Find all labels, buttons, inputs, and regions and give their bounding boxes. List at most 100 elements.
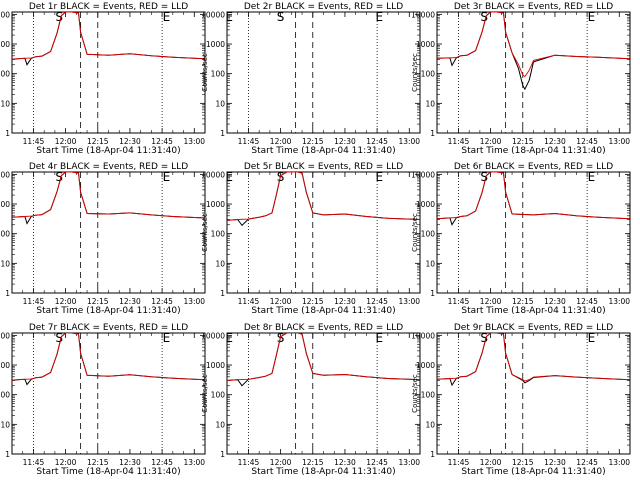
x-tick-label: 11:45 [238,297,260,306]
panel-title: Det 4r BLACK = Events, RED = LLD [29,162,188,172]
y-tick-label: 10 [425,259,435,268]
x-tick-label: 12:30 [544,458,566,467]
y-tick-label: 100 [421,391,436,400]
x-tick-label: 12:15 [87,297,109,306]
x-tick-label: 12:00 [55,297,77,306]
marker-e: E [163,170,171,184]
x-tick-label: 12:15 [512,137,534,146]
lld-series-line [437,172,630,220]
marker-s: S [480,170,488,184]
x-tick-label: 11:45 [448,297,470,306]
lld-series-line [437,12,630,78]
marker-e: E [588,170,596,184]
panel-title: Det 1r BLACK = Events, RED = LLD [29,2,188,12]
y-tick-label: 1 [430,450,435,459]
marker-e: E [163,10,171,24]
y-tick-label: 100 [0,230,10,239]
marker-e: E [163,331,171,345]
x-tick-label: 12:00 [270,297,292,306]
y-tick-label: 10000 [411,331,435,340]
lld-series-line [437,333,630,382]
x-axis-label: Start Time (18-Apr-04 11:31:40) [461,306,605,316]
y-tick-label: 1 [430,289,435,298]
y-tick-label: 10 [0,259,10,268]
x-tick-label: 12:45 [151,297,173,306]
marker-s: S [55,170,63,184]
x-tick-label: 13:00 [398,297,420,306]
y-tick-label: 10000 [0,170,10,179]
plot-frame [226,332,421,455]
y-tick-label: 10 [0,99,10,108]
y-tick-label: 10000 [0,331,10,340]
x-tick-label: 12:45 [576,137,598,146]
y-tick-label: 100 [0,70,10,79]
x-tick-label: 12:00 [480,297,502,306]
x-tick-label: 12:45 [151,458,173,467]
y-axis-label: Counts/sec [201,213,209,252]
x-tick-label: 13:00 [398,137,420,146]
lld-series-line [227,333,420,381]
plot-frame [11,11,206,134]
x-tick-label: 12:00 [55,137,77,146]
y-tick-label: 10 [425,420,435,429]
y-axis-label: Counts/sec [411,53,419,92]
x-tick-label: 12:15 [512,458,534,467]
x-tick-label: 13:00 [608,137,630,146]
lld-series-line [12,12,205,60]
x-axis-label: Start Time (18-Apr-04 11:31:40) [36,146,180,156]
y-tick-label: 1 [5,289,10,298]
x-tick-label: 12:45 [576,458,598,467]
x-tick-label: 12:30 [334,137,356,146]
marker-e: E [588,10,596,24]
events-series-line [12,12,205,66]
x-tick-label: 11:45 [448,458,470,467]
x-axis-label: Start Time (18-Apr-04 11:31:40) [461,146,605,156]
x-axis-label: Start Time (18-Apr-04 11:31:40) [251,306,395,316]
y-tick-label: 10000 [201,10,225,19]
x-tick-label: 13:00 [183,297,205,306]
y-tick-label: 1000 [0,40,10,49]
y-tick-label: 10 [215,99,225,108]
y-tick-label: 1000 [416,40,435,49]
y-tick-label: 1000 [0,361,10,370]
x-tick-label: 12:15 [302,137,324,146]
x-tick-label: 11:45 [23,137,45,146]
x-tick-label: 12:45 [151,137,173,146]
x-tick-label: 13:00 [608,297,630,306]
y-tick-label: 10000 [411,170,435,179]
x-tick-label: 12:15 [302,458,324,467]
y-tick-label: 100 [421,70,436,79]
marker-s: S [55,331,63,345]
y-tick-label: 1000 [206,40,225,49]
marker-s: S [55,10,63,24]
x-tick-label: 13:00 [183,137,205,146]
events-series-line [437,12,630,91]
plot-frame [11,171,206,294]
y-tick-label: 1 [5,450,10,459]
x-tick-label: 13:00 [608,458,630,467]
plot-frame [226,11,421,134]
x-tick-label: 12:00 [480,137,502,146]
x-tick-label: 12:30 [544,137,566,146]
x-tick-label: 12:00 [480,458,502,467]
y-tick-label: 10000 [0,10,10,19]
y-tick-label: 100 [211,70,226,79]
x-tick-label: 12:00 [270,458,292,467]
x-tick-label: 12:15 [87,458,109,467]
y-tick-label: 100 [211,230,226,239]
x-tick-label: 12:15 [302,297,324,306]
marker-e: E [375,170,383,184]
x-tick-label: 11:45 [238,458,260,467]
y-tick-label: 1000 [0,200,10,209]
x-tick-label: 13:00 [183,458,205,467]
x-axis-label: Start Time (18-Apr-04 11:31:40) [461,467,605,477]
lld-series-line [12,172,205,219]
y-tick-label: 100 [0,391,10,400]
lld-series-line [12,333,205,381]
